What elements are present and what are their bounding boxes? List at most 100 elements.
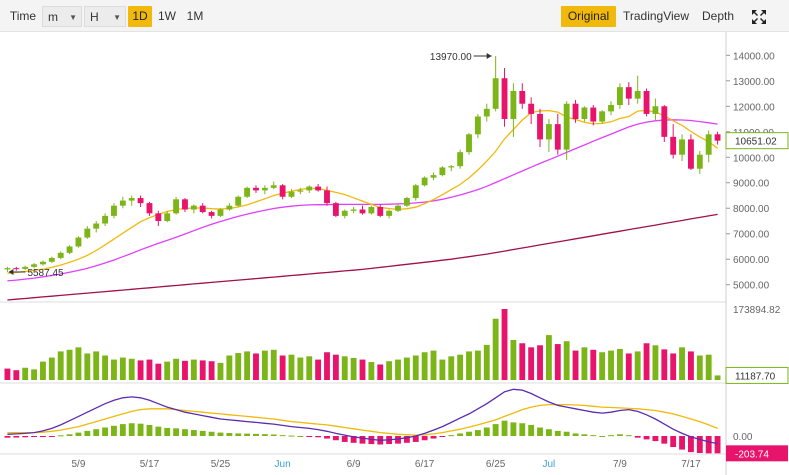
volume-bar — [13, 370, 20, 380]
macd-histogram-bar — [590, 435, 597, 437]
volume-bar — [395, 359, 401, 380]
tradingview-button[interactable]: TradingView — [622, 9, 690, 23]
price-tick-label: 13000.00 — [733, 77, 775, 88]
volume-bar — [545, 335, 552, 380]
candle-body — [572, 103, 579, 120]
macd-last-label-box — [726, 445, 788, 462]
volume-bar — [714, 375, 721, 380]
original-view-button[interactable]: Original — [561, 6, 616, 27]
macd-dif-line — [7, 388, 718, 445]
candle-body — [474, 116, 481, 135]
macd-histogram-bar — [270, 434, 277, 436]
depth-button[interactable]: Depth — [701, 9, 735, 23]
price-labels: 10651.02 173894.82 11187.70 0.00 -203.74 1397… — [8, 52, 789, 462]
volume-bar — [466, 351, 472, 380]
volume-bar — [457, 354, 464, 380]
candles — [4, 56, 721, 272]
macd-histogram-bar — [359, 436, 366, 444]
volume-bar — [279, 355, 286, 380]
candle-body — [590, 107, 597, 122]
candle-body — [403, 198, 410, 206]
macd-histogram-bar — [350, 436, 357, 443]
candle-body — [537, 113, 543, 140]
macd-histogram-bar — [288, 435, 295, 437]
price-tick-label: 10000.00 — [733, 153, 775, 164]
macd-histogram-bar — [111, 425, 117, 436]
macd-histogram-bar — [84, 430, 91, 436]
volume-bar — [679, 347, 685, 380]
minute-select-value: m — [48, 10, 58, 24]
volume-bar — [324, 352, 330, 380]
macd-histogram-bar — [199, 430, 206, 436]
macd-histogram-bar — [13, 436, 20, 438]
macd-histogram-bar — [679, 436, 685, 450]
candle-body — [208, 212, 215, 216]
candle-body — [297, 190, 304, 192]
candle-body — [261, 187, 268, 191]
macd-histogram-bar — [412, 436, 419, 442]
volume-bar — [155, 363, 162, 380]
volume-bar — [244, 351, 251, 380]
macd-histogram-bar — [714, 436, 721, 454]
volume-bars — [4, 309, 721, 380]
macd-histogram-bar — [119, 424, 126, 436]
candle-body — [412, 185, 419, 199]
macd-histogram-bar — [190, 430, 197, 436]
interval-1d-button[interactable]: 1D — [128, 6, 152, 27]
volume-bar — [146, 359, 153, 380]
volume-bar — [705, 354, 712, 380]
price-tick-label: 7000.00 — [733, 230, 770, 241]
candle-body — [57, 252, 64, 258]
date-tick-label: Jun — [275, 459, 291, 470]
volume-bar — [412, 355, 419, 380]
chevron-down-icon: ▼ — [113, 13, 121, 22]
candle-body — [155, 213, 162, 221]
date-tick-label: 5/25 — [211, 459, 231, 470]
volume-bar — [137, 360, 144, 380]
volume-bar — [128, 358, 135, 380]
candle-body — [386, 210, 393, 216]
volume-bar — [57, 351, 64, 380]
time-label: Time — [9, 9, 37, 23]
candle-body — [377, 206, 384, 216]
date-tick-label: 7/9 — [613, 459, 627, 470]
volume-bar — [190, 359, 197, 380]
candlestick-chart[interactable]: 14000.0013000.0012000.0011000.0010000.00… — [0, 32, 789, 475]
volume-bar — [439, 359, 446, 380]
price-tick-label: 12000.00 — [733, 102, 775, 113]
candle-body — [395, 205, 401, 211]
volume-bar — [421, 352, 428, 380]
candle-body — [581, 107, 588, 120]
expand-icon[interactable] — [746, 6, 772, 27]
macd-histogram-bar — [395, 436, 401, 444]
hour-select[interactable]: H ▼ — [84, 6, 126, 27]
candle-body — [288, 191, 295, 197]
candle-body — [510, 90, 517, 120]
macd-histogram-bar — [448, 435, 455, 437]
macd-histogram-bar — [501, 420, 508, 436]
interval-1w-button[interactable]: 1W — [158, 9, 176, 23]
macd-histogram-bar — [483, 427, 490, 436]
candle-body — [217, 209, 224, 216]
volume-bar — [528, 347, 535, 380]
candle-body — [119, 200, 126, 206]
macd-histogram-bar — [581, 434, 588, 436]
volume-bar — [581, 347, 588, 380]
date-tick-label: Jul — [543, 459, 556, 470]
volume-bar — [199, 360, 206, 380]
macd-histogram-bar — [537, 427, 543, 436]
candle-body — [279, 185, 286, 197]
volume-bar — [315, 359, 322, 380]
volume-bar — [173, 358, 180, 380]
macd-histogram-bar — [554, 430, 561, 436]
volume-bar — [599, 352, 606, 380]
interval-1m-button[interactable]: 1M — [186, 9, 204, 23]
minute-select[interactable]: m ▼ — [42, 6, 82, 27]
macd-histogram-bar — [315, 436, 322, 438]
macd-histogram-bar — [439, 436, 446, 437]
macd-histogram-bar — [137, 423, 144, 436]
macd-histogram-bar — [421, 436, 428, 441]
volume-bar — [288, 354, 295, 380]
macd-histogram-bar — [643, 436, 650, 440]
macd-histogram-bar — [492, 424, 499, 436]
